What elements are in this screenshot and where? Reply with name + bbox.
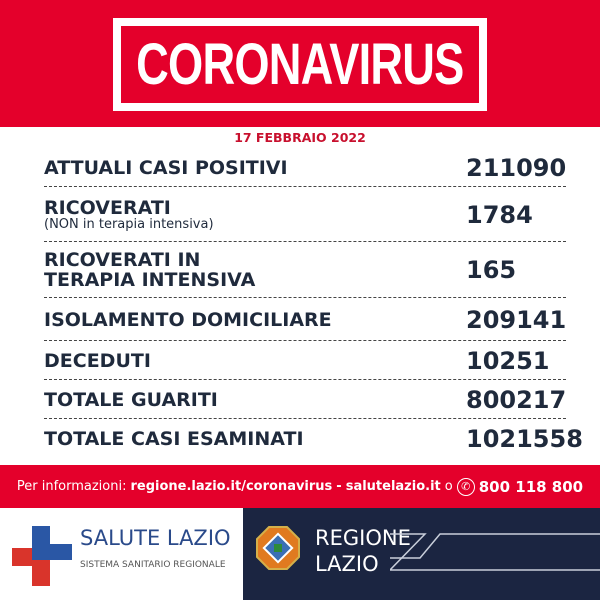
stat-value: 211090 — [466, 154, 567, 182]
regione-lazio-logo: REGIONE LAZIO — [243, 508, 600, 600]
stat-label: ISOLAMENTO DOMICILIARE — [44, 308, 332, 331]
phone-number[interactable]: 800 118 800 — [478, 477, 584, 496]
phone-icon: ✆ — [456, 477, 475, 496]
stat-row: ISOLAMENTO DOMICILIARE 209141 — [44, 299, 566, 341]
regione-line1: REGIONE — [315, 526, 411, 550]
info-band: Per informazioni: regione.lazio.it/coron… — [0, 465, 600, 508]
header-banner: CORONAVIRUS — [0, 0, 600, 127]
stat-row: TOTALE GUARITI 800217 — [44, 381, 566, 419]
stat-row: TOTALE CASI ESAMINATI 1021558 — [44, 420, 583, 458]
decorative-lines — [390, 533, 600, 571]
stat-value: 1784 — [466, 200, 533, 229]
regione-line2: LAZIO — [315, 552, 379, 576]
title-box: CORONAVIRUS — [113, 18, 487, 111]
stat-sublabel: (NON in terapia intensiva) — [44, 216, 214, 232]
stat-row: ATTUALI CASI POSITIVI 211090 — [44, 150, 566, 187]
separator: - — [336, 479, 342, 494]
regione-emblem-icon — [256, 526, 300, 570]
salute-title: SALUTE LAZIO — [80, 526, 231, 550]
regione-link[interactable]: regione.lazio.it/coronavirus — [130, 479, 333, 494]
stat-value: 800217 — [466, 385, 567, 414]
report-date: 17 FEBBRAIO 2022 — [234, 130, 366, 145]
stat-label: TOTALE CASI ESAMINATI — [44, 428, 304, 450]
salute-link[interactable]: salutelazio.it — [345, 479, 441, 494]
salute-lazio-logo: SALUTE LAZIO SISTEMA SANITARIO REGIONALE — [0, 508, 243, 600]
stat-value: 165 — [466, 256, 517, 284]
stat-row: RICOVERATI IN TERAPIA INTENSIVA 165 — [44, 243, 566, 298]
stat-label: DECEDUTI — [44, 349, 151, 372]
stat-label: ATTUALI CASI POSITIVI — [44, 157, 288, 179]
or-text: o — [444, 479, 453, 494]
stat-label-line2: TERAPIA INTENSIVA — [44, 269, 256, 291]
stat-value: 1021558 — [466, 425, 583, 453]
salute-subtitle: SISTEMA SANITARIO REGIONALE — [80, 560, 226, 570]
info-prefix: Per informazioni: — [16, 479, 127, 494]
stat-label: RICOVERATI — [44, 196, 171, 219]
stat-label: TOTALE GUARITI — [44, 388, 218, 411]
page-title: CORONAVIRUS — [136, 32, 464, 97]
cross-icon — [12, 526, 72, 586]
stat-value: 209141 — [466, 305, 567, 334]
stat-label: RICOVERATI IN — [44, 249, 201, 271]
stat-row: DECEDUTI 10251 — [44, 342, 566, 380]
stat-row: RICOVERATI (NON in terapia intensiva) 17… — [44, 188, 566, 242]
stat-value: 10251 — [466, 346, 550, 375]
